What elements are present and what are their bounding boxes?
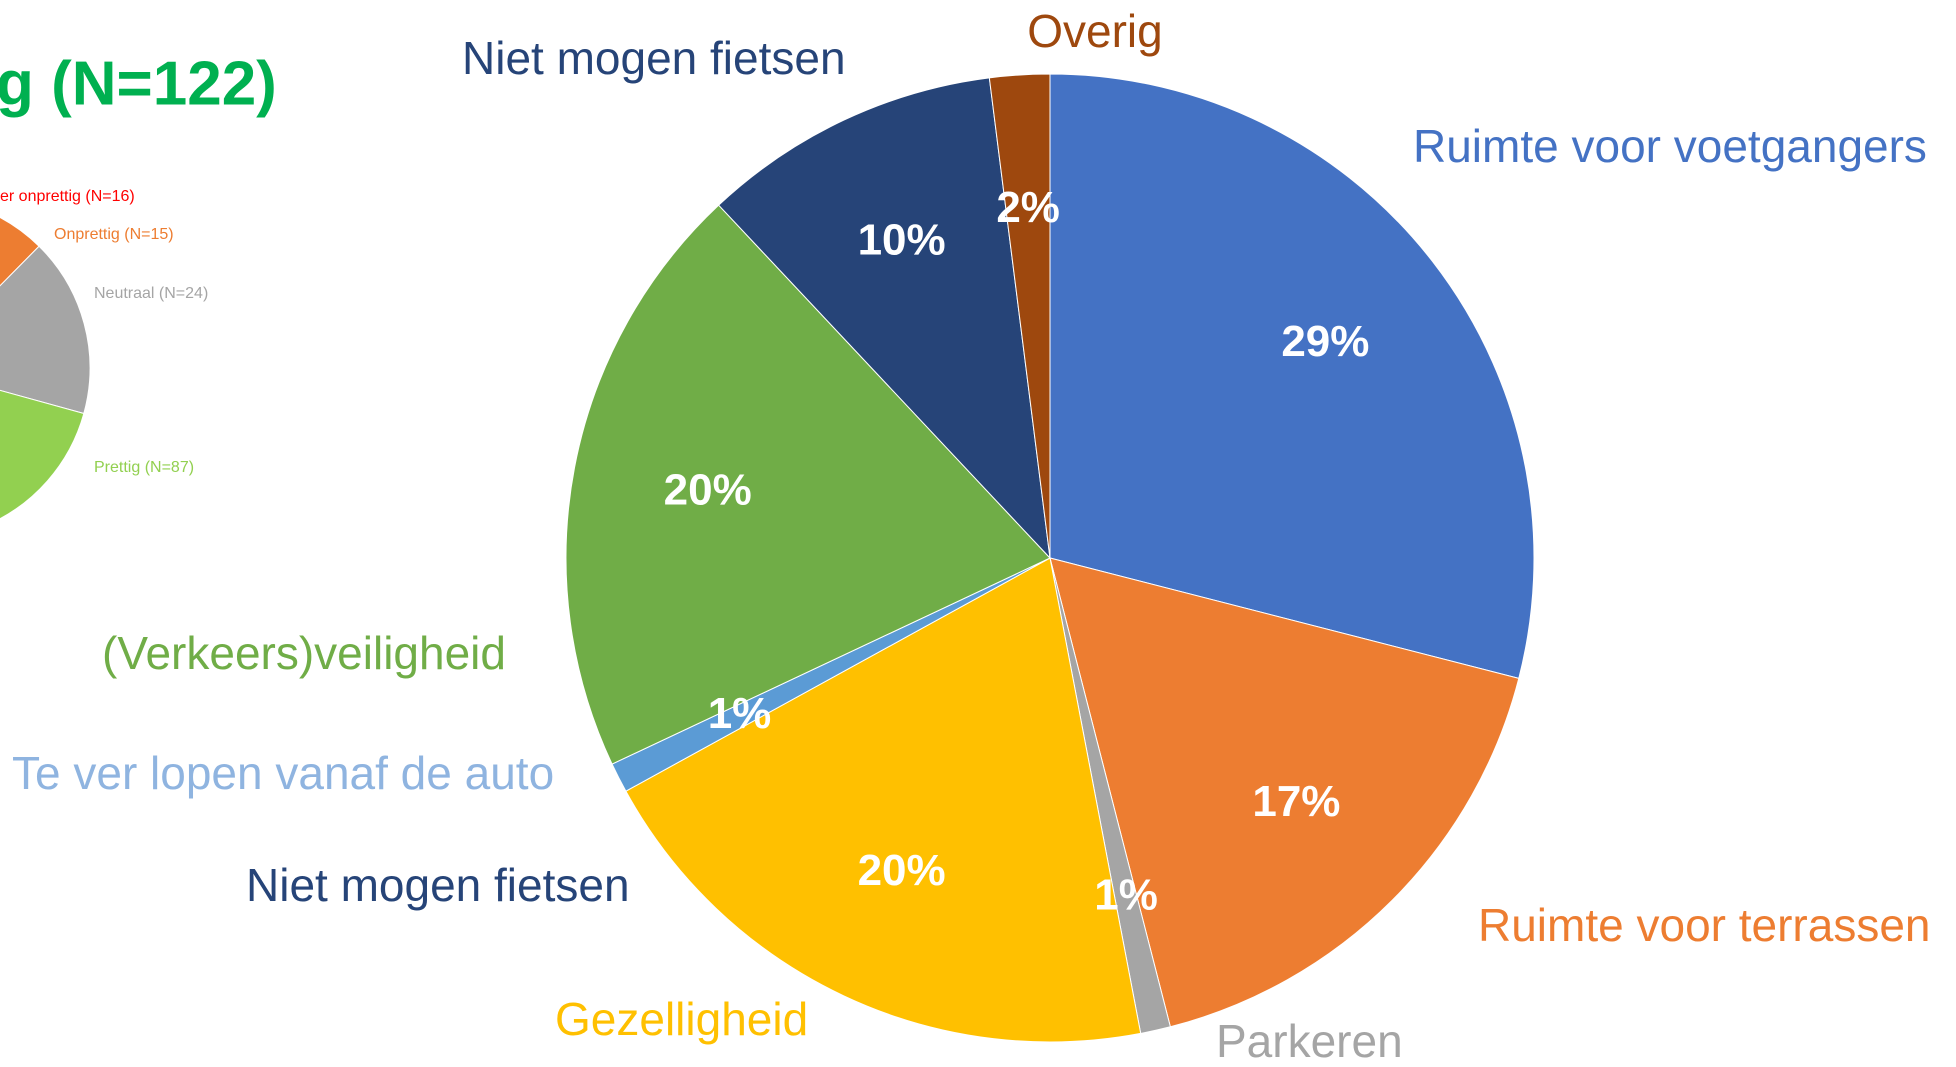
category-label: Ruimte voor terrassen	[1478, 899, 1931, 951]
pie-slice	[1049, 73, 1535, 679]
pie-slice	[0, 389, 85, 520]
category-label: er onprettig (N=16)	[0, 188, 135, 205]
data-label: 10%	[858, 215, 946, 264]
data-label: 1%	[1094, 871, 1158, 920]
pie-slice	[1049, 557, 1520, 1028]
pie-slice	[625, 557, 1142, 1043]
annotation: Niet mogen fietsen	[246, 859, 630, 911]
category-label: Ruimte voor voetgangers	[1413, 120, 1927, 172]
category-label: Gezelligheid	[555, 993, 808, 1045]
category-label: Overig	[1027, 5, 1162, 57]
data-label: 20%	[858, 846, 946, 895]
data-label: 20%	[664, 465, 752, 514]
pie-slice	[0, 245, 91, 415]
category-label: Prettig (N=87)	[94, 459, 194, 476]
pie-slice	[717, 77, 1051, 560]
chart-title: g (N=122)	[0, 49, 277, 118]
data-label: 29%	[1281, 317, 1369, 366]
data-label: 2%	[996, 183, 1060, 232]
data-label: 17%	[1252, 777, 1340, 826]
category-label: Te ver lopen vanaf de auto	[12, 747, 554, 799]
pie-slice	[565, 204, 1051, 765]
category-label: Parkeren	[1216, 1015, 1403, 1067]
category-label: Neutraal (N=24)	[94, 285, 208, 302]
category-label: Onprettig (N=15)	[54, 226, 174, 243]
category-label: (Verkeers)veiligheid	[102, 627, 506, 679]
category-label: Niet mogen fietsen	[462, 32, 846, 84]
pie-slice	[988, 73, 1051, 559]
pie-slice	[0, 216, 40, 287]
data-label: 1%	[708, 689, 772, 738]
